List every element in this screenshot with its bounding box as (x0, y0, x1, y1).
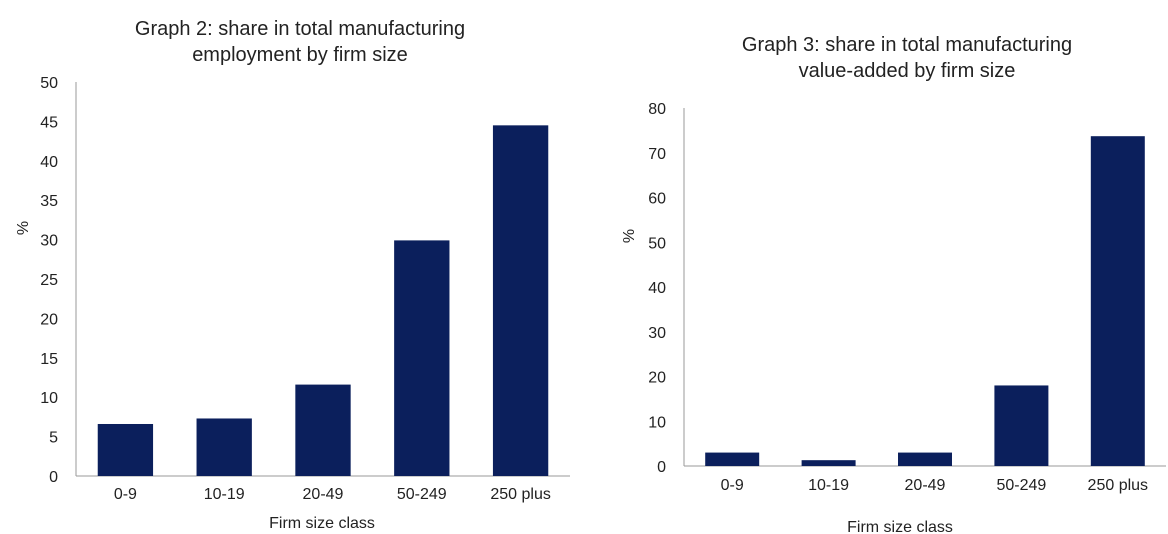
y-tick-label: 60 (648, 191, 666, 208)
y-tick-label: 25 (40, 272, 58, 289)
bar-50-249 (994, 385, 1049, 466)
x-axis-label: Firm size class (269, 515, 375, 532)
y-tick-label: 30 (40, 233, 58, 250)
bar-20-49 (898, 452, 952, 466)
y-tick-label: 45 (40, 114, 58, 131)
y-tick-label: 20 (40, 311, 58, 328)
y-tick-label: 40 (40, 154, 58, 171)
y-tick-label: 80 (648, 101, 666, 118)
y-tick-label: 20 (648, 370, 666, 387)
x-tick-label: 0-9 (114, 486, 137, 503)
y-tick-label: 0 (657, 459, 666, 476)
x-tick-label: 0-9 (721, 477, 744, 494)
bar-10-19 (801, 460, 856, 466)
y-tick-label: 35 (40, 193, 58, 210)
y-tick-label: 40 (648, 280, 666, 297)
bars (97, 125, 549, 476)
x-tick-label: 50-249 (996, 477, 1046, 494)
chart-employment: Graph 2: share in total manufacturing em… (15, 18, 570, 532)
y-tick-label: 15 (40, 351, 58, 368)
chart-title-line-1: Graph 3: share in total manufacturing (742, 34, 1072, 56)
y-axis-label: % (621, 229, 638, 243)
bar-0-9 (705, 452, 760, 466)
x-tick-label: 10-19 (808, 477, 849, 494)
y-axis-label: % (15, 221, 32, 235)
x-tick-labels: 0-9 10-19 20-49 50-249 250 plus (721, 477, 1148, 494)
y-tick-label: 10 (648, 414, 666, 431)
bar-250-plus (492, 125, 549, 476)
y-tick-labels: 0 5 10 15 20 25 30 35 40 45 50 (40, 75, 58, 486)
y-tick-label: 5 (49, 430, 58, 447)
bar-10-19 (196, 418, 252, 476)
x-tick-label: 20-49 (905, 477, 946, 494)
bar-20-49 (295, 384, 351, 476)
x-tick-label: 250 plus (1088, 477, 1149, 494)
bar-250-plus (1090, 136, 1145, 466)
y-tick-label: 10 (40, 390, 58, 407)
y-tick-label: 50 (648, 235, 666, 252)
y-tick-label: 0 (49, 469, 58, 486)
x-tick-label: 20-49 (303, 486, 344, 503)
bars (705, 136, 1145, 466)
x-tick-label: 250 plus (490, 486, 551, 503)
chart-value-added: Graph 3: share in total manufacturing va… (621, 34, 1166, 534)
x-tick-label: 10-19 (204, 486, 245, 503)
y-tick-label: 30 (648, 325, 666, 342)
bar-50-249 (394, 240, 450, 476)
y-tick-label: 70 (648, 146, 666, 163)
chart-title-line-2: value-added by firm size (799, 60, 1016, 82)
y-tick-label: 50 (40, 75, 58, 92)
chart-title-line-2: employment by firm size (192, 44, 408, 66)
x-axis-label: Firm size class (847, 519, 953, 534)
chart-title-line-1: Graph 2: share in total manufacturing (135, 18, 465, 40)
bar-0-9 (97, 423, 154, 476)
x-tick-label: 50-249 (397, 486, 447, 503)
y-tick-labels: 0 10 20 30 40 50 60 70 80 (648, 101, 666, 476)
x-tick-labels: 0-9 10-19 20-49 50-249 250 plus (114, 486, 551, 503)
